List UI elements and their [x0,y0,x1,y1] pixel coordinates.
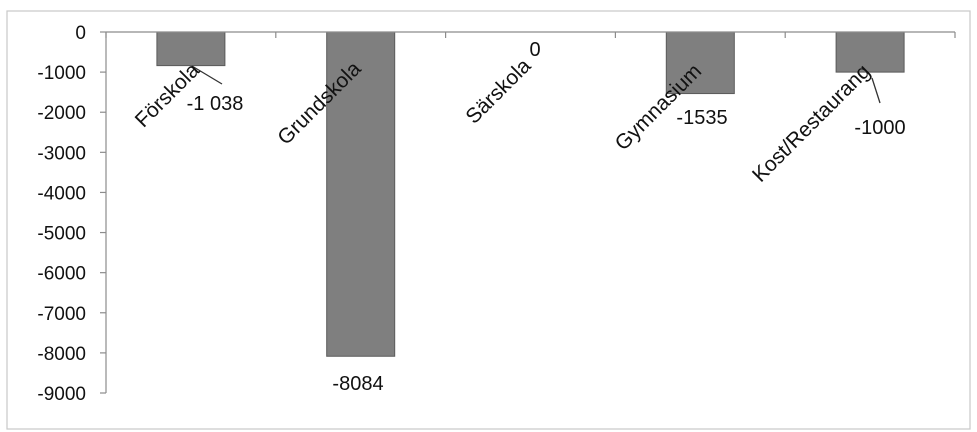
y-tick-label: -4000 [37,183,86,204]
data-label: -1 038 [187,93,244,115]
leader-line [871,77,881,104]
y-tick-label: -5000 [37,224,86,245]
y-tick-label: -6000 [37,264,86,285]
y-tick-label: 0 [75,23,86,44]
y-tick-label: -8000 [37,344,86,365]
y-tick-label: -1000 [37,63,86,84]
data-label: -1000 [854,117,905,139]
x-axis [105,31,956,38]
leader-line [191,65,223,85]
leader-lines [191,65,881,104]
y-axis: 0 -1000 -2000 -3000 -4000 -5000 -6000 -7000 -800… [37,23,107,405]
y-tick-label: -2000 [37,103,86,124]
y-tick-label: -3000 [37,143,86,164]
y-tick-label: -7000 [37,304,86,325]
bar [156,31,226,67]
bar [835,31,905,73]
data-label: 0 [529,39,540,61]
y-tick-label: -9000 [37,384,86,405]
chart-border [6,10,971,430]
bar [326,31,396,357]
data-label: -8084 [332,373,383,395]
data-label: -1535 [676,107,727,129]
bars [156,31,905,357]
